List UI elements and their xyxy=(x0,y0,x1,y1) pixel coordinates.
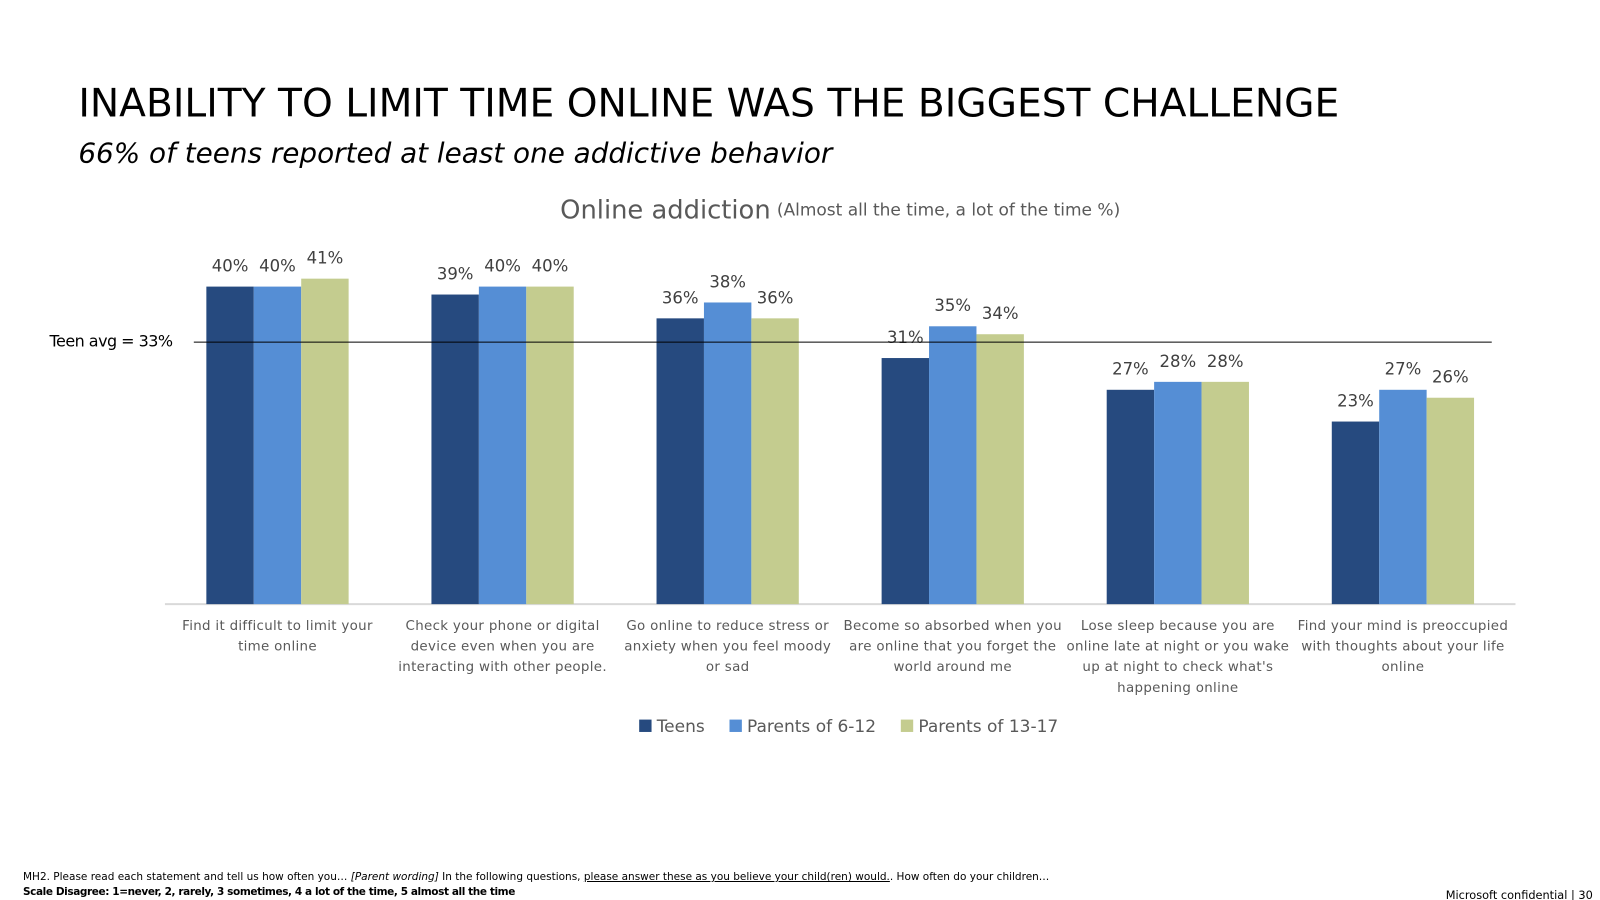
footnote-part: In the following questions, xyxy=(442,871,581,883)
legend-swatch xyxy=(639,719,652,732)
value-label: 31% xyxy=(887,328,924,347)
bar xyxy=(1201,381,1249,605)
value-label: 26% xyxy=(1432,368,1469,387)
bar xyxy=(703,302,752,605)
footnote-part: [Parent wording] xyxy=(350,871,439,883)
value-label: 40% xyxy=(484,257,521,276)
legend-label: Parents of 6-12 xyxy=(747,717,876,737)
x-tick-label: Lose sleep because you are online late a… xyxy=(1066,618,1290,696)
bar xyxy=(1331,421,1380,605)
value-label: 40% xyxy=(212,257,249,276)
bar xyxy=(1379,389,1427,605)
chart-heading: Online addiction (Almost all the time, a … xyxy=(560,195,1120,225)
category-label-box: Find your mind is preoccupied with thoug… xyxy=(1297,618,1509,676)
confidential: Microsoft confidential | 30 xyxy=(1446,888,1593,900)
bar xyxy=(431,294,479,605)
footnote-part: . How often do your children… xyxy=(889,871,1050,883)
footnote-part: please answer these as you believe your … xyxy=(583,871,890,883)
footnote-part: MH2. Please read each statement and tell… xyxy=(23,871,348,883)
x-tick-label: Find your mind is preoccupied with thoug… xyxy=(1297,618,1509,676)
category-label-box: Go online to reduce stress or anxiety wh… xyxy=(624,618,832,676)
value-label: 27% xyxy=(1112,360,1149,379)
x-tick-label: Find it difficult to limit your time onl… xyxy=(182,618,373,655)
x-tick-label: Go online to reduce stress or anxiety wh… xyxy=(624,618,832,676)
footnote: MH2. Please read each statement and tell… xyxy=(23,871,1049,883)
value-label: 40% xyxy=(259,257,296,276)
category-label-box: Lose sleep because you are online late a… xyxy=(1066,618,1290,696)
bar xyxy=(656,318,704,605)
scale-note: Scale Disagree: 1=never, 2, rarely, 3 so… xyxy=(23,886,515,898)
value-label: 28% xyxy=(1207,352,1244,371)
bar xyxy=(1106,389,1155,605)
bar xyxy=(881,358,930,605)
category-label-box: Find it difficult to limit your time onl… xyxy=(182,618,373,655)
x-tick-label: Check your phone or digital device even … xyxy=(398,618,607,676)
value-label: 40% xyxy=(532,257,569,276)
bar xyxy=(1154,381,1202,605)
bar xyxy=(478,286,527,605)
chart-subtitle: (Almost all the time, a lot of the time … xyxy=(777,200,1120,220)
value-label: 28% xyxy=(1160,352,1197,371)
slide-subtitle: 66% of teens reported at least one addic… xyxy=(78,137,834,170)
legend-swatch xyxy=(729,719,742,732)
legend-label: Teens xyxy=(656,717,705,737)
bar xyxy=(976,334,1024,605)
legend-label: Parents of 13-17 xyxy=(918,717,1058,737)
value-label: 41% xyxy=(307,249,344,268)
value-label: 34% xyxy=(982,304,1019,323)
value-label: 23% xyxy=(1337,391,1374,410)
reference-label: Teen avg = 33% xyxy=(48,332,172,351)
x-tick-label: Become so absorbed when you are online t… xyxy=(843,618,1062,676)
category-label-box: Become so absorbed when you are online t… xyxy=(843,618,1062,676)
bar xyxy=(253,286,302,605)
bar xyxy=(301,278,349,605)
chart-title: Online addiction xyxy=(560,195,770,225)
value-label: 35% xyxy=(934,296,971,315)
value-label: 39% xyxy=(437,264,474,283)
value-label: 27% xyxy=(1385,360,1422,379)
value-label: 38% xyxy=(709,272,746,291)
legend-swatch xyxy=(900,719,914,732)
value-label: 36% xyxy=(757,288,794,307)
bar xyxy=(206,286,254,605)
bar xyxy=(751,318,799,605)
value-label: 36% xyxy=(662,288,699,307)
slide-title: INABILITY TO LIMIT TIME ONLINE WAS THE B… xyxy=(78,82,1339,127)
bar xyxy=(929,326,977,605)
bar xyxy=(1426,397,1475,605)
bar xyxy=(526,286,574,605)
category-label-box: Check your phone or digital device even … xyxy=(398,618,607,676)
